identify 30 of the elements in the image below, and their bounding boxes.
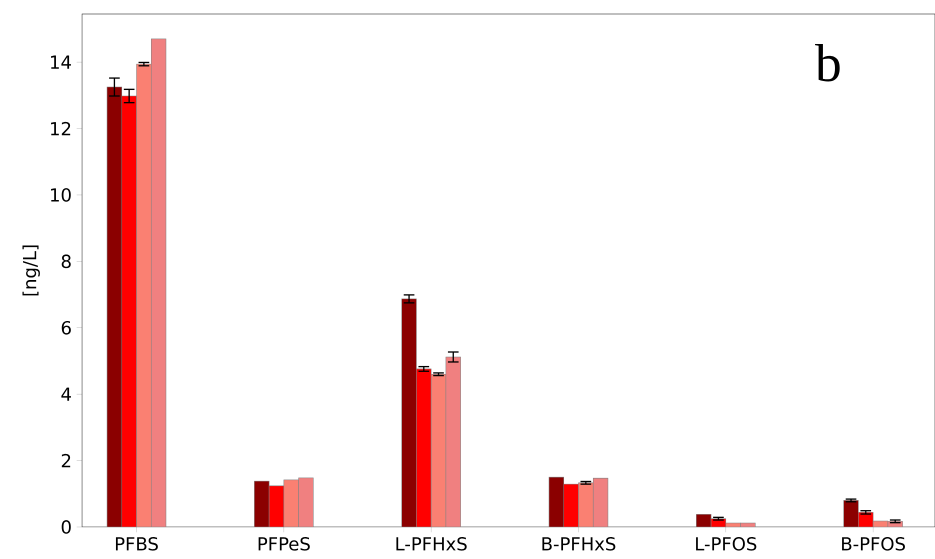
- y-tick-label: 8: [62, 254, 71, 268]
- bar: [150, 38, 166, 527]
- y-tick-label: 10: [51, 188, 71, 202]
- y-tick-label: 4: [61, 388, 71, 401]
- y-tick-label: 6: [62, 320, 71, 335]
- bar: [696, 514, 712, 527]
- bar: [298, 478, 314, 527]
- bar: [106, 86, 122, 527]
- bar: [254, 480, 270, 527]
- bar: [843, 500, 859, 527]
- x-tick-label: L-PFOS: [696, 537, 756, 551]
- bar: [284, 480, 299, 527]
- y-tick-label: 2: [62, 454, 70, 468]
- y-tick-label: 12: [51, 122, 70, 136]
- bar: [446, 356, 461, 527]
- annotation: b: [815, 44, 840, 82]
- bar: [430, 374, 446, 527]
- bar: [136, 64, 152, 527]
- y-axis-title: [ng/L]: [22, 246, 40, 296]
- x-tick-label: PFBS: [116, 537, 158, 551]
- x-tick-label: B-PFOS: [842, 537, 905, 551]
- bar: [578, 482, 594, 527]
- x-tick-label: B-PFHxS: [542, 537, 616, 551]
- bar: [401, 298, 417, 527]
- x-tick-label: L-PFHxS: [396, 537, 467, 551]
- x-tick-label: PFPeS: [258, 537, 310, 551]
- bar: [548, 476, 564, 527]
- y-tick-label: 14: [51, 56, 71, 69]
- bar: [592, 478, 608, 527]
- y-tick-label: 0: [62, 520, 71, 534]
